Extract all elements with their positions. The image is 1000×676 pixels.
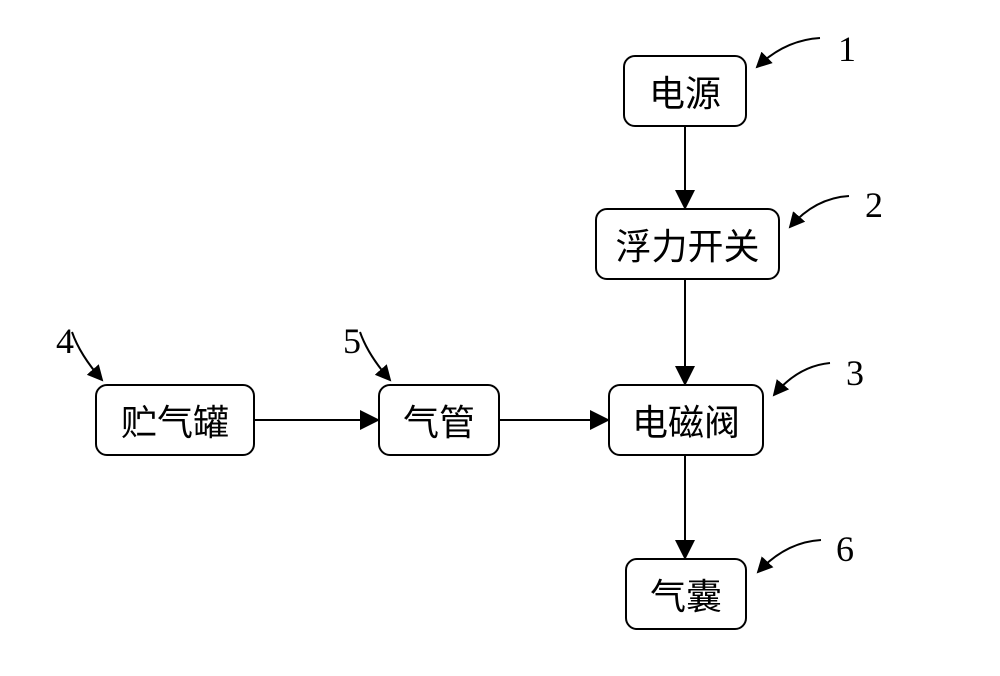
node-gas-tank: 贮气罐 — [95, 384, 255, 456]
connectors-svg — [0, 0, 1000, 676]
node-gas-pipe-label: 气管 — [403, 394, 475, 446]
callout-arrow-4 — [72, 332, 102, 380]
node-solenoid-valve: 电磁阀 — [608, 384, 764, 456]
callout-arrow-2 — [790, 196, 849, 227]
callout-arrow-6 — [758, 540, 821, 572]
callout-5: 5 — [343, 320, 361, 362]
callout-3: 3 — [846, 352, 864, 394]
node-airbag-label: 气囊 — [650, 568, 722, 620]
node-power-label: 电源 — [649, 65, 721, 117]
callout-4: 4 — [56, 320, 74, 362]
node-gas-pipe: 气管 — [378, 384, 500, 456]
node-power: 电源 — [623, 55, 747, 127]
node-buoyancy-switch: 浮力开关 — [595, 208, 780, 280]
callout-1: 1 — [838, 28, 856, 70]
callout-arrow-3 — [774, 363, 830, 395]
callout-arrow-5 — [360, 332, 390, 380]
callout-arrow-1 — [757, 38, 820, 67]
node-gas-tank-label: 贮气罐 — [121, 394, 229, 446]
callout-2: 2 — [865, 184, 883, 226]
node-airbag: 气囊 — [625, 558, 747, 630]
node-buoyancy-switch-label: 浮力开关 — [615, 218, 759, 270]
node-solenoid-valve-label: 电磁阀 — [632, 394, 740, 446]
callout-6: 6 — [836, 528, 854, 570]
